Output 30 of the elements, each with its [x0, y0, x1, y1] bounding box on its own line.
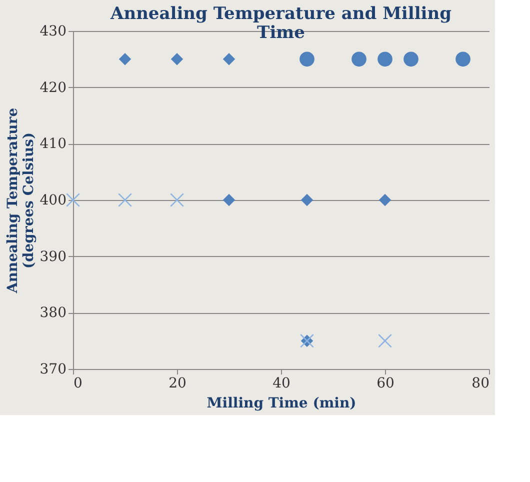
- y-tick-label: 400: [40, 192, 66, 208]
- point: [378, 334, 392, 348]
- point: [378, 52, 392, 67]
- point: [170, 53, 184, 66]
- y-tick-label: 420: [40, 80, 66, 96]
- x-tick-label: 60: [376, 376, 394, 392]
- y-tick-label: 380: [40, 305, 66, 322]
- chart-title: Annealing Temperature and Milling Time: [110, 4, 452, 43]
- y-tick-label: 390: [40, 248, 66, 265]
- point: [222, 194, 236, 206]
- point: [222, 53, 236, 66]
- y-tick-label: 410: [40, 136, 66, 152]
- x-tick-label: 40: [272, 376, 290, 392]
- x-tick-label: 20: [168, 376, 186, 392]
- x-axis-title: Milling Time (min): [206, 396, 356, 412]
- point: [170, 193, 184, 207]
- point: [118, 193, 132, 207]
- y-tick-label: 430: [40, 24, 66, 40]
- point: [300, 194, 314, 206]
- point: [404, 52, 418, 67]
- y-tick-label: 370: [40, 362, 66, 378]
- point: [456, 52, 470, 67]
- point: [66, 193, 80, 207]
- y-axis-title: Annealing Temperature (degrees Celsius): [4, 108, 37, 294]
- point: [352, 52, 366, 67]
- point: [118, 53, 132, 66]
- x-tick-label: 80: [472, 376, 490, 392]
- x-tick-label: 0: [74, 376, 82, 392]
- point: [378, 194, 392, 206]
- point: [300, 52, 314, 67]
